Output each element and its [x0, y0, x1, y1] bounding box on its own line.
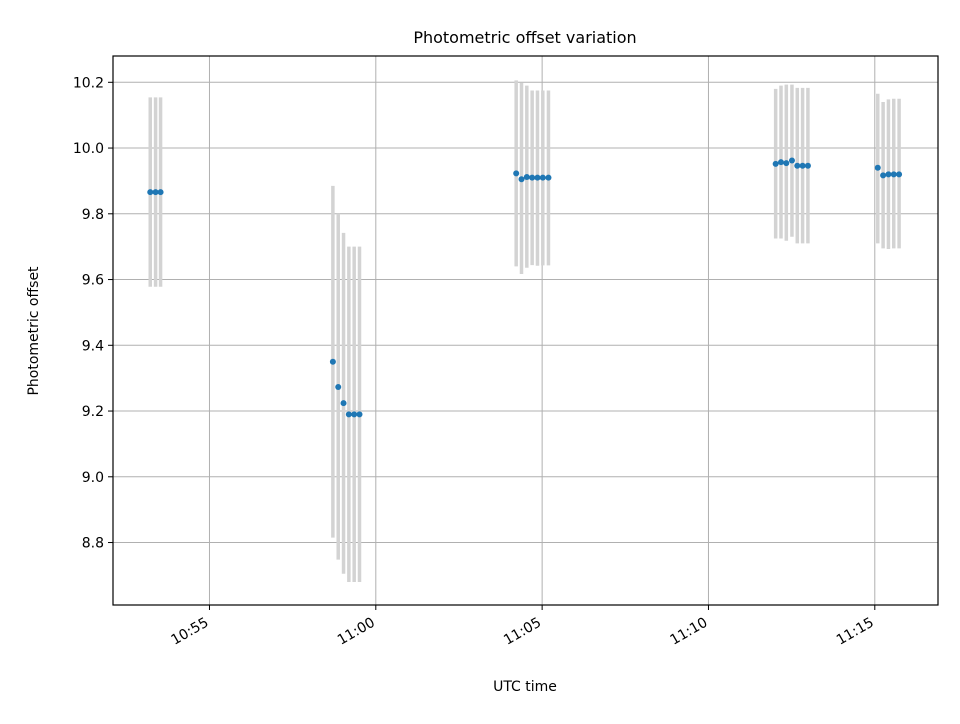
- y-tick-label: 9.6: [82, 273, 104, 289]
- y-tick-label: 10.2: [73, 75, 104, 91]
- data-point: [794, 162, 801, 169]
- data-point: [340, 400, 347, 407]
- data-points: [147, 157, 903, 418]
- y-tick-label: 8.8: [82, 536, 104, 552]
- data-point: [518, 176, 525, 183]
- x-axis-label: UTC time: [493, 679, 557, 695]
- data-point: [329, 358, 336, 365]
- data-point: [885, 171, 892, 178]
- grid: [113, 56, 938, 605]
- data-point: [351, 411, 358, 418]
- data-point: [896, 171, 903, 178]
- data-point: [804, 162, 811, 169]
- data-point: [523, 173, 530, 180]
- data-point: [356, 411, 363, 418]
- data-point: [772, 160, 779, 167]
- y-tick-label: 9.4: [82, 338, 104, 354]
- data-point: [777, 159, 784, 166]
- data-point: [783, 160, 790, 167]
- y-tick-label: 10.0: [73, 141, 104, 157]
- y-axis-ticks: 8.8 9.0 9.2 9.4 9.6 9.8 10.0 10.2: [73, 75, 113, 552]
- data-point: [545, 174, 552, 181]
- data-point: [539, 174, 546, 181]
- y-tick-label: 9.0: [82, 470, 104, 486]
- data-point: [147, 189, 154, 196]
- data-point: [529, 174, 536, 181]
- data-point: [152, 189, 159, 196]
- data-point: [534, 174, 541, 181]
- data-point: [880, 172, 887, 179]
- data-point: [890, 171, 897, 178]
- data-point: [874, 164, 881, 171]
- y-axis-label: Photometric offset: [26, 266, 42, 396]
- data-point: [157, 189, 164, 196]
- data-point: [799, 162, 806, 169]
- y-tick-label: 9.2: [82, 404, 104, 420]
- y-tick-label: 9.8: [82, 207, 104, 223]
- data-point: [513, 170, 520, 177]
- plot-frame: [112, 55, 939, 606]
- data-point: [788, 157, 795, 164]
- chart-title: Photometric offset variation: [413, 28, 636, 47]
- data-point: [335, 384, 342, 391]
- data-point: [345, 411, 352, 418]
